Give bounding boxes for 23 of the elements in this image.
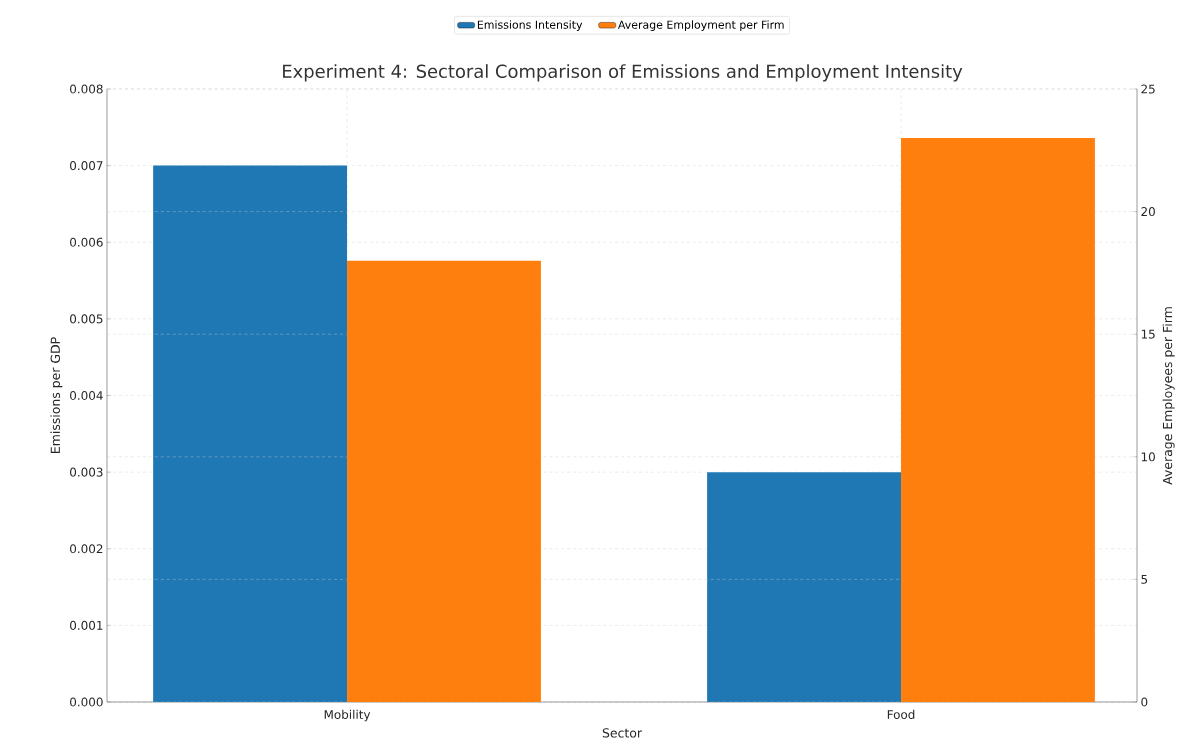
y-tick-label: 0.003: [70, 467, 103, 477]
y-tick-label: 0.006: [70, 237, 103, 247]
y2-tick-label: 20: [1141, 207, 1155, 217]
y-tick-label: 0.008: [70, 84, 103, 94]
y-tick-label: 0.004: [70, 390, 103, 401]
legend-label: Average Employment per Firm: [617, 20, 784, 31]
y2-tick-label: 0: [1141, 697, 1148, 707]
y-tick-label: 0.001: [70, 620, 103, 630]
y-tick-label: 0.007: [70, 161, 103, 171]
x-tick-label: Mobility: [324, 709, 371, 722]
y2-axis-title: Average Employees per Firm: [1162, 307, 1175, 485]
y-axis-title: Emissions per GDP: [50, 337, 63, 453]
y2-tick-label: 5: [1141, 574, 1148, 584]
legend-label: Emissions Intensity: [477, 20, 583, 31]
y2-tick-label: 10: [1141, 452, 1155, 462]
y-tick-label: 0.005: [70, 314, 103, 324]
x-tick-label: Food: [887, 709, 915, 720]
chart-title: Experiment 4: Sectoral Comparison of Emissions and Employment Intensity: [283, 64, 963, 82]
x-axis-title: Sector: [602, 728, 643, 738]
y-tick-label: 0.002: [70, 544, 103, 554]
y-tick-label: 0.000: [70, 697, 103, 707]
y2-tick-label: 25: [1141, 84, 1155, 94]
y2-tick-label: 15: [1141, 329, 1155, 339]
